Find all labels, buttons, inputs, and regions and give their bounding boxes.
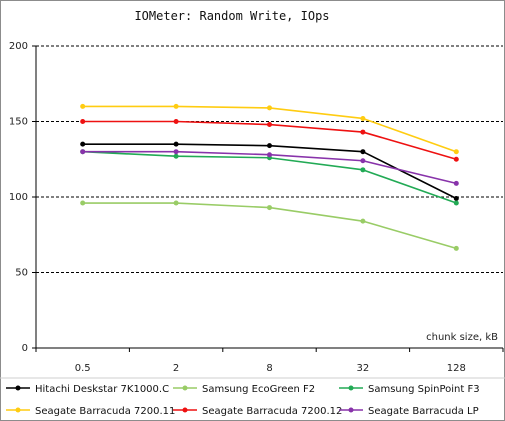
- series-group: [80, 149, 459, 186]
- legend-label: Samsung EcoGreen F2: [202, 384, 315, 395]
- axes: [32, 45, 504, 352]
- data-point: [173, 149, 179, 155]
- legend: Hitachi Deskstar 7K1000.C Samsung EcoGree…: [0, 377, 505, 417]
- x-tick-label: 32: [357, 363, 370, 374]
- x-axis-label: chunk size, kB: [426, 332, 498, 343]
- y-tick-label: 150: [9, 117, 28, 128]
- data-point: [453, 156, 459, 162]
- chart-title: IOMeter: Random Write, IOps: [134, 9, 329, 23]
- legend-item: Seagate Barracuda 7200.12: [173, 406, 342, 417]
- legend-item: Samsung EcoGreen F2: [173, 384, 315, 395]
- series-group: [80, 200, 459, 251]
- legend-point-swatch: [348, 407, 354, 413]
- legend-label: Seagate Barracuda 7200.12: [202, 406, 342, 417]
- data-point: [453, 149, 459, 155]
- data-point: [80, 103, 86, 109]
- data-point: [80, 141, 86, 147]
- series-group: [80, 119, 459, 162]
- legend-label: Seagate Barracuda LP: [368, 406, 479, 417]
- legend-label: Samsung SpinPoint F3: [368, 384, 480, 395]
- data-point: [267, 205, 272, 211]
- x-tick-label: 8: [266, 363, 272, 374]
- data-point: [360, 115, 366, 121]
- data-point: [173, 200, 179, 206]
- data-point: [360, 149, 366, 155]
- legend-label: Seagate Barracuda 7200.11: [35, 406, 175, 417]
- data-point: [173, 119, 179, 124]
- legend-point-swatch: [182, 385, 188, 391]
- data-point: [80, 149, 86, 155]
- data-point: [453, 200, 459, 206]
- data-point: [453, 180, 459, 186]
- legend-item: Seagate Barracuda 7200.11: [6, 406, 175, 417]
- x-tick-label: 2: [173, 363, 179, 374]
- data-point: [80, 200, 86, 206]
- data-point: [267, 105, 272, 111]
- data-point: [173, 153, 179, 159]
- data-point: [360, 129, 366, 135]
- legend-point-swatch: [15, 407, 21, 413]
- data-point: [360, 167, 366, 173]
- legend-item: Samsung SpinPoint F3: [339, 384, 480, 395]
- data-point: [80, 119, 86, 124]
- data-point: [173, 141, 179, 147]
- legend-point-swatch: [182, 407, 188, 413]
- x-tick-labels: 0.5 2 8 32 128: [75, 363, 466, 374]
- x-tick-label: 128: [447, 363, 466, 374]
- x-tick-label: 0.5: [75, 363, 91, 374]
- data-point: [453, 196, 459, 202]
- y-tick-label: 0: [22, 343, 28, 354]
- data-point: [173, 103, 179, 109]
- data-point: [453, 245, 459, 251]
- legend-item: Seagate Barracuda LP: [339, 406, 479, 417]
- data-point: [360, 158, 366, 164]
- series-group: [80, 103, 459, 155]
- y-tick-label: 100: [9, 192, 28, 203]
- y-tick-label: 200: [9, 41, 28, 52]
- data-point: [267, 152, 272, 158]
- series-lines: [80, 103, 459, 251]
- data-point: [267, 143, 272, 149]
- legend-label: Hitachi Deskstar 7K1000.C: [35, 384, 169, 395]
- data-point: [267, 122, 272, 128]
- legend-point-swatch: [15, 385, 21, 391]
- y-tick-label: 50: [15, 268, 28, 279]
- data-point: [360, 218, 366, 224]
- series-group: [80, 141, 459, 202]
- y-tick-labels: 0 50 100 150 200: [9, 41, 28, 354]
- legend-item: Hitachi Deskstar 7K1000.C: [6, 384, 169, 395]
- legend-point-swatch: [348, 385, 354, 391]
